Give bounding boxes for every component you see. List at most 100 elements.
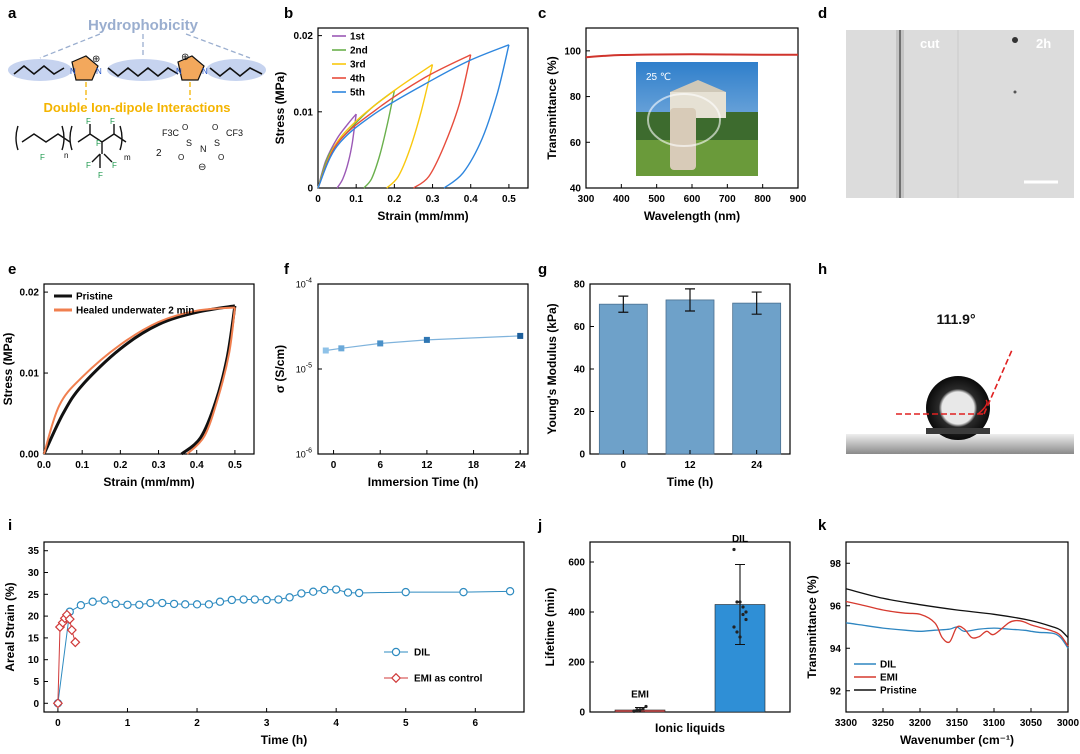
anion-oxygen-1: O (182, 123, 188, 132)
series-unload-5th (443, 44, 510, 189)
data-point-EMI (638, 708, 642, 712)
x-tick-label-g: 12 (684, 460, 696, 471)
y-tick-label-i: 15 (28, 633, 40, 644)
anion-sulfur-right: S (214, 138, 220, 148)
chart-c: 300 400 500 600 700 800 900 40 60 80 100 Wavelength… (545, 27, 807, 223)
legend-label-DIL: DIL (880, 660, 896, 671)
y-axis-label-f: σ (S/cm) (273, 345, 287, 393)
x-tick-label-g: 0 (621, 460, 627, 471)
x-tick-label-b: 0.5 (502, 194, 516, 205)
data-point-dil (262, 595, 271, 605)
data-point-dil (146, 598, 155, 608)
nitrogen-label-4: N (202, 67, 208, 76)
contact-angle-label: 111.9° (936, 311, 975, 327)
y-tick-label-b: 0 (307, 184, 313, 195)
y-axis-label-g: Young's Modulus (kPa) (545, 303, 559, 434)
panel-letter-b: b (284, 5, 293, 22)
x-tick-label-k: 3250 (872, 718, 895, 729)
x-axis-label-i: Time (h) (261, 733, 307, 747)
data-point-DIL (732, 625, 736, 629)
data-point-conductivity (517, 332, 524, 339)
data-point-DIL (732, 547, 736, 552)
panel-letter-c: c (538, 5, 546, 22)
data-point-dil (320, 585, 329, 595)
panel-letter-e: e (8, 261, 16, 278)
error-bar-24 (751, 291, 762, 315)
legend-label-2nd: 2nd (350, 46, 368, 57)
anion-nitrogen: N (200, 144, 207, 154)
photo-h: 111.9° (846, 311, 1074, 454)
y-tick-label-j: 0 (579, 708, 585, 719)
y-tick-label-b: 0.02 (294, 31, 314, 42)
y-tick-label-k: 92 (830, 686, 842, 697)
panel-letters: a b c d e f g h i j k (8, 5, 827, 534)
data-point-dil (285, 593, 294, 602)
plot-frame-j (589, 541, 791, 713)
bar-label-EMI: EMI (631, 690, 649, 701)
legend-label-0: DIL (414, 648, 430, 659)
bar-24 (732, 302, 782, 455)
data-point-DIL (738, 600, 742, 604)
y-tick-exponent-f: -5 (306, 363, 312, 370)
data-point-dil (297, 589, 306, 598)
legend-label-4th: 4th (350, 74, 365, 85)
photo-d: cut 2h (846, 30, 1074, 198)
data-point-emi (70, 637, 81, 648)
legend-label-5th: 5th (350, 88, 365, 99)
y-tick-label-g: 20 (574, 407, 586, 418)
x-axis-label-g: Time (h) (667, 475, 713, 489)
data-point-DIL (735, 600, 739, 604)
data-point-dil (158, 598, 167, 608)
series-line-DIL (845, 622, 1069, 649)
data-point-EMI (635, 708, 639, 712)
data-point-DIL (744, 610, 748, 614)
x-tick-label-e: 0.2 (113, 460, 127, 471)
bar-label-DIL: DIL (732, 534, 748, 545)
y-tick-label-e: 0.02 (20, 288, 40, 299)
x-tick-label-k: 3150 (946, 718, 969, 729)
y-tick-label-g: 60 (574, 322, 586, 333)
fluorine-label-1: F (40, 153, 45, 162)
data-point-dil (181, 600, 190, 609)
x-tick-label-f: 12 (421, 460, 433, 471)
data-point-EMI (641, 707, 645, 711)
x-axis-label-k: Wavenumber (cm⁻¹) (900, 733, 1014, 747)
data-point-dil (76, 601, 86, 610)
data-point-dil (343, 588, 353, 597)
y-tick-label-f: 10-5 (296, 363, 312, 375)
y-tick-label-i: 30 (28, 568, 40, 579)
y-axis-label-c: Transmittance (%) (545, 56, 559, 159)
plus-charge-left: ⊕ (92, 54, 100, 65)
data-point-DIL (735, 630, 739, 634)
fluorine-label-2: F (86, 117, 91, 126)
temperature-label: 25 ℃ (646, 72, 671, 83)
anion-minus-charge: ⊖ (198, 162, 206, 173)
x-tick-label-k: 3200 (909, 718, 932, 729)
panel-letter-d: d (818, 5, 827, 22)
x-tick-label-b: 0 (315, 194, 321, 205)
data-point-conductivity (423, 336, 430, 343)
data-point-DIL (741, 612, 745, 617)
ion-dipole-dash-lines (85, 82, 191, 100)
alkyl-chains (13, 64, 263, 78)
panel-letter-f: f (284, 261, 290, 278)
x-tick-label-c: 300 (578, 194, 595, 205)
panel-letter-g: g (538, 261, 547, 278)
panel-letter-i: i (8, 517, 12, 534)
y-tick-exponent-f: -6 (306, 448, 312, 455)
y-tick-label-b: 0.01 (294, 107, 314, 118)
x-axis-label-j: Ionic liquids (655, 721, 725, 735)
series-line-1 (43, 306, 235, 455)
data-point-dil (459, 587, 468, 597)
hydrophobicity-dash-lines (39, 33, 251, 59)
plot-frame-b (317, 27, 529, 189)
y-tick-label-i: 20 (28, 612, 40, 623)
series-line-4th (317, 54, 472, 189)
data-point-dil (88, 597, 97, 606)
error-bar-0 (618, 295, 629, 313)
data-point-dil (192, 600, 202, 609)
polymer-backbone (15, 124, 127, 168)
fluorine-label-6: F (112, 161, 117, 170)
